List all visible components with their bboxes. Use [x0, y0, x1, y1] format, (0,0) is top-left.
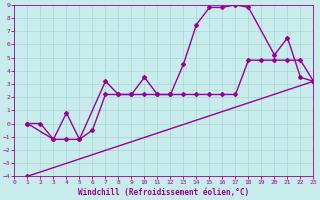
X-axis label: Windchill (Refroidissement éolien,°C): Windchill (Refroidissement éolien,°C)	[78, 188, 250, 197]
